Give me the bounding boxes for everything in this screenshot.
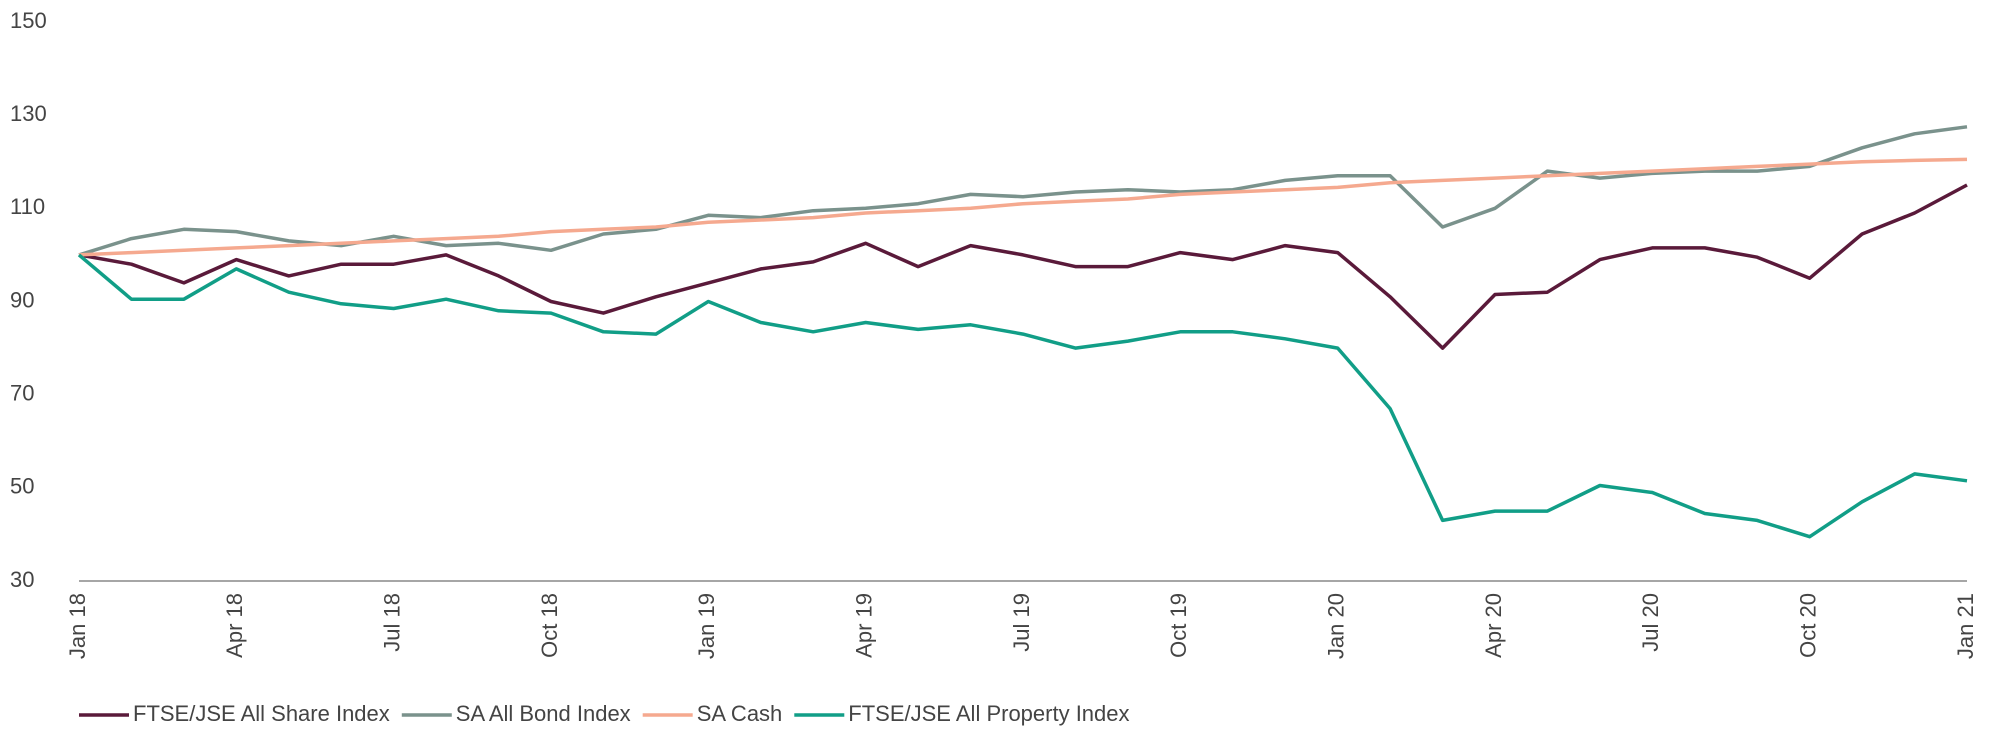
x-tick-label: Jan 20 bbox=[1323, 593, 1348, 659]
x-tick-label: Jan 19 bbox=[694, 593, 719, 659]
y-tick-label: 30 bbox=[10, 567, 34, 592]
x-tick-label: Jan 21 bbox=[1953, 593, 1978, 659]
legend-label: FTSE/JSE All Property Index bbox=[848, 701, 1129, 726]
x-tick-label: Oct 18 bbox=[537, 593, 562, 658]
legend-label: SA All Bond Index bbox=[456, 701, 631, 726]
x-tick-label: Jul 19 bbox=[1009, 593, 1034, 652]
x-tick-label: Jul 18 bbox=[379, 593, 404, 652]
line-series bbox=[77, 253, 1968, 539]
line-series bbox=[78, 125, 1968, 257]
x-tick-label: Apr 20 bbox=[1481, 593, 1506, 658]
y-tick-label: 50 bbox=[10, 474, 34, 499]
line-series bbox=[78, 157, 1968, 257]
line-series bbox=[78, 183, 1968, 350]
y-tick-label: 90 bbox=[10, 287, 34, 312]
x-tick-label: Oct 20 bbox=[1795, 593, 1820, 658]
x-tick-label: Apr 18 bbox=[222, 593, 247, 658]
legend-label: FTSE/JSE All Share Index bbox=[133, 701, 390, 726]
x-tick-label: Apr 19 bbox=[851, 593, 876, 658]
x-tick-label: Jan 18 bbox=[65, 593, 90, 659]
y-tick-label: 130 bbox=[10, 101, 47, 126]
y-tick-label: 70 bbox=[10, 380, 34, 405]
y-tick-label: 150 bbox=[10, 8, 47, 33]
x-tick-label: Jul 20 bbox=[1638, 593, 1663, 652]
y-tick-label: 110 bbox=[10, 194, 45, 219]
legend-label: SA Cash bbox=[697, 701, 783, 726]
x-tick-label: Oct 19 bbox=[1166, 593, 1191, 658]
